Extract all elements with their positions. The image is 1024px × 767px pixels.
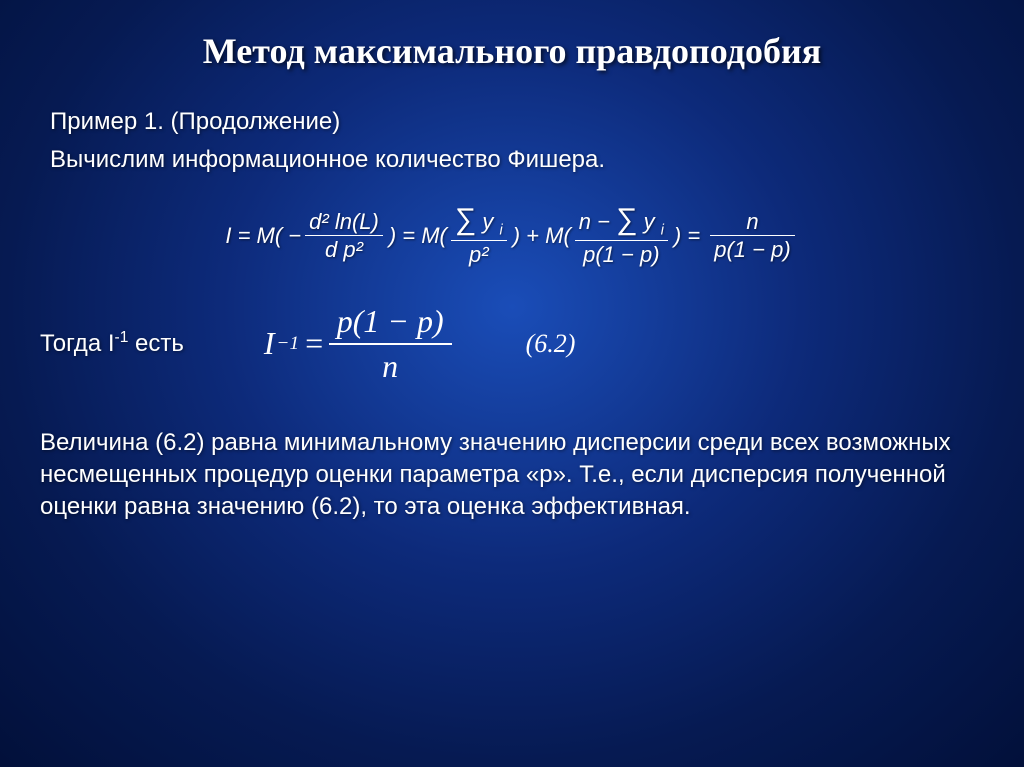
f1-mid1: ) = M( — [389, 223, 447, 249]
f1-frac3: n − ∑ y i p(1 − p) — [575, 205, 668, 267]
f2-sup: −1 — [277, 333, 300, 355]
example-label: Пример 1. (Продолжение) — [50, 106, 974, 138]
f2-eq: = — [303, 325, 325, 362]
equation-number: (6.2) — [526, 329, 576, 359]
fraction-bar — [451, 240, 507, 241]
explanation-paragraph: Величина (6.2) равна минимальному значен… — [40, 427, 974, 524]
fisher-information-formula: I = M( − d² ln(L) d p² ) = M( ∑ y i p² )… — [50, 205, 974, 267]
f1-mid3: ) = — [674, 223, 700, 249]
f1-frac2-y: y — [482, 209, 493, 234]
f1-frac2-i: i — [500, 222, 503, 238]
f1-frac4: n p(1 − p) — [710, 209, 794, 263]
f2-num: p(1 − p) — [329, 301, 452, 342]
f1-frac1-num-text: d² ln(L) — [309, 209, 379, 234]
sum-icon: ∑ — [616, 203, 637, 236]
lead-sup: -1 — [115, 329, 129, 346]
f1-lhs: I = M( − — [225, 223, 301, 249]
f1-frac3-y: y — [644, 209, 655, 234]
f1-frac3-n: n − — [579, 209, 616, 234]
f1-frac2-den: p² — [465, 242, 493, 267]
f1-frac1: d² ln(L) d p² — [305, 209, 383, 263]
f2-I: I — [264, 325, 275, 362]
f1-frac1-den: d p² — [321, 237, 367, 262]
slide: Метод максимального правдоподобия Пример… — [0, 0, 1024, 767]
f1-frac3-i: i — [661, 222, 664, 238]
sum-icon: ∑ — [455, 203, 476, 236]
f2-den: n — [374, 346, 406, 387]
f1-frac3-den: p(1 − p) — [579, 242, 663, 267]
fraction-bar — [329, 343, 452, 345]
fraction-bar — [710, 235, 794, 236]
fraction-bar — [305, 235, 383, 236]
f2-frac: p(1 − p) n — [329, 301, 452, 387]
lead-b: есть — [128, 330, 184, 357]
f1-mid2: ) + M( — [513, 223, 571, 249]
f1-frac2-num: ∑ y i — [451, 205, 507, 239]
f1-frac3-num: n − ∑ y i — [575, 205, 668, 239]
f1-frac4-den: p(1 − p) — [710, 237, 794, 262]
cramer-rao-formula: I −1 = p(1 − p) n — [264, 301, 456, 387]
slide-title: Метод максимального правдоподобия — [50, 30, 974, 72]
f1-frac2: ∑ y i p² — [451, 205, 507, 267]
f1-frac4-num: n — [742, 209, 762, 234]
f1-frac1-num: d² ln(L) — [305, 209, 383, 234]
lead-a: Тогда I — [40, 330, 115, 357]
inverse-lead: Тогда I-1 есть — [40, 329, 184, 358]
inverse-row: Тогда I-1 есть I −1 = p(1 − p) n (6.2) — [50, 301, 974, 387]
fraction-bar — [575, 240, 668, 241]
intro-line: Вычислим информационное количество Фишер… — [50, 144, 974, 176]
